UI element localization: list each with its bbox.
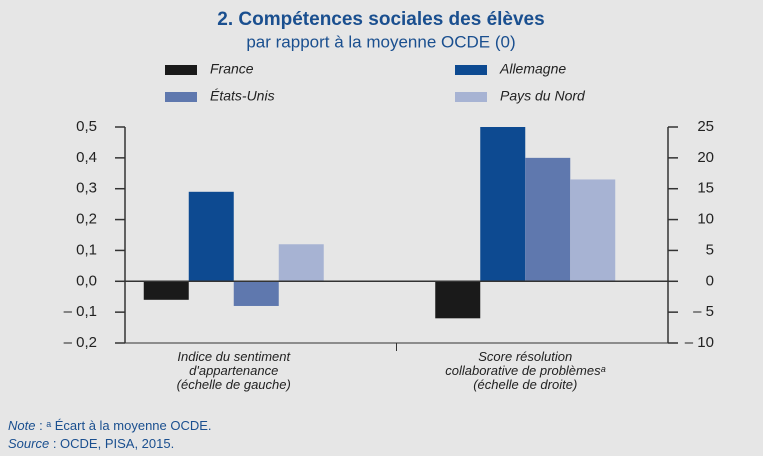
note: Note : ᵃ Écart à la moyenne OCDE.: [8, 418, 212, 433]
legend-swatch: [165, 92, 197, 102]
bar: [570, 179, 616, 282]
legend-swatch: [455, 65, 487, 75]
bar: [525, 157, 571, 282]
y2-tick-label: 20: [697, 149, 714, 166]
legend-swatch: [165, 65, 197, 75]
note-label: Note: [8, 418, 36, 433]
bar: [143, 281, 189, 300]
x-tick-label: Score résolution collaborative de problè…: [445, 349, 606, 392]
bar: [233, 281, 279, 306]
note-text: : ᵃ Écart à la moyenne OCDE.: [35, 418, 212, 433]
legend-label: France: [210, 61, 254, 77]
y-tick-label: 0,0: [76, 272, 97, 289]
y-tick-label: – 0,1: [64, 303, 97, 320]
y2-tick-label: 15: [697, 180, 714, 197]
y2-tick-label: – 5: [693, 303, 714, 320]
y2-tick-label: 25: [697, 118, 714, 135]
y-tick-label: 0,2: [76, 211, 97, 228]
y2-tick-label: 10: [697, 211, 714, 228]
y-tick-label: 0,5: [76, 118, 97, 135]
legend-label: Pays du Nord: [500, 88, 586, 104]
y2-tick-label: 5: [706, 241, 714, 258]
y-tick-label: – 0,2: [64, 334, 97, 351]
source-text: : OCDE, PISA, 2015.: [49, 436, 175, 451]
bar: [435, 281, 481, 319]
source: Source : OCDE, PISA, 2015.: [8, 436, 174, 451]
legend-label: Allemagne: [499, 61, 566, 77]
bar: [188, 191, 234, 282]
bar: [480, 127, 526, 282]
x-tick-label: Indice du sentiment d'appartenance (éche…: [176, 349, 291, 392]
legend-label: États-Unis: [210, 88, 275, 104]
chart-subtitle: par rapport à la moyenne OCDE (0): [246, 32, 515, 51]
y2-tick-label: – 10: [685, 334, 714, 351]
legend-swatch: [455, 92, 487, 102]
y-tick-label: 0,4: [76, 149, 97, 166]
y2-tick-label: 0: [706, 272, 714, 289]
source-label: Source: [8, 436, 50, 451]
chart-title: 2. Compétences sociales des élèves: [217, 9, 544, 30]
y-tick-label: 0,3: [76, 180, 97, 197]
y-tick-label: 0,1: [76, 241, 97, 258]
bar: [278, 244, 324, 282]
